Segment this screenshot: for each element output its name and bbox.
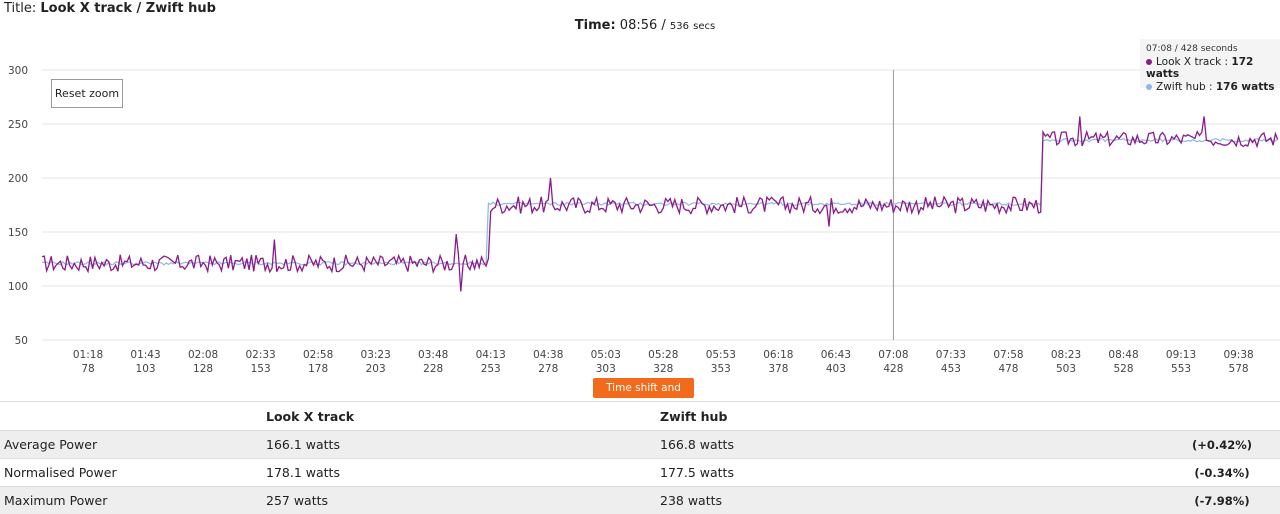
- zwift-dot-icon: [1146, 83, 1152, 90]
- x-tick-time: 04:38: [533, 349, 563, 361]
- x-tick-time: 08:23: [1051, 349, 1081, 361]
- x-tick-sec: 503: [1056, 363, 1076, 375]
- x-tick-sec: 553: [1171, 363, 1191, 375]
- x-tick-sec: 353: [711, 363, 731, 375]
- x-tick-sec: 278: [538, 363, 558, 375]
- tooltip-look-name: Look X track: [1156, 55, 1222, 68]
- stats-header-look: Look X track: [262, 401, 656, 431]
- x-tick-sec: 78: [81, 363, 94, 375]
- x-tick-sec: 578: [1229, 363, 1249, 375]
- x-tick-time: 07:58: [993, 349, 1023, 361]
- stats-header-row: Look X track Zwift hub: [0, 401, 1280, 431]
- x-tick-sec: 478: [998, 363, 1018, 375]
- time-secs: 536: [669, 21, 690, 32]
- y-tick-label: 200: [8, 173, 28, 185]
- x-tick-sec: 328: [653, 363, 673, 375]
- row-label: Normalised Power: [0, 458, 262, 487]
- stats-header-zwift: Zwift hub: [656, 401, 1164, 431]
- stats-header-diff: [1164, 401, 1280, 431]
- x-tick-time: 03:48: [418, 349, 448, 361]
- time-value: 08:56 /: [619, 18, 666, 33]
- row-look-value: 178.1 watts: [262, 458, 656, 487]
- tooltip-row-look: Look X track : 172 watts: [1146, 56, 1280, 81]
- row-look-value: 257 watts: [262, 486, 656, 514]
- row-zwift-value: 238 watts: [656, 486, 1164, 514]
- x-tick-time: 03:23: [361, 349, 391, 361]
- row-label: Average Power: [0, 430, 262, 459]
- tooltip-look-value: 172 watts: [1146, 55, 1254, 81]
- row-label: Maximum Power: [0, 486, 262, 514]
- x-tick-sec: 303: [596, 363, 616, 375]
- x-tick-time: 04:13: [476, 349, 506, 361]
- time-shift-crop-button[interactable]: Time shift and crop: [593, 378, 694, 414]
- tooltip-zwift-name: Zwift hub: [1156, 80, 1206, 93]
- series-line-zwift-hub: [41, 137, 1279, 266]
- x-tick-time: 01:18: [73, 349, 103, 361]
- x-tick-time: 05:53: [706, 349, 736, 361]
- y-tick-label: 300: [8, 65, 28, 77]
- chart-tooltip: 07:08 / 428 seconds Look X track : 172 w…: [1140, 39, 1280, 93]
- x-tick-time: 01:43: [130, 349, 160, 361]
- x-tick-time: 05:03: [591, 349, 621, 361]
- row-diff: (-0.34%): [1164, 458, 1280, 487]
- x-tick-time: 05:28: [648, 349, 678, 361]
- series-line-look-x-track: [41, 116, 1279, 292]
- x-tick-time: 07:33: [936, 349, 966, 361]
- row-zwift-value: 177.5 watts: [656, 458, 1164, 487]
- time-readout: Time: 08:56 / 536 secs: [0, 18, 1280, 33]
- stats-header-blank: [0, 401, 262, 431]
- x-tick-time: 06:43: [821, 349, 851, 361]
- table-row: Average Power 166.1 watts 166.8 watts (+…: [0, 430, 1280, 459]
- x-tick-sec: 253: [481, 363, 501, 375]
- x-tick-sec: 403: [826, 363, 846, 375]
- tooltip-sep: :: [1205, 80, 1216, 93]
- power-chart[interactable]: 50 100 150 200 250 300 01:18 78 01:43 103 02:08 128…: [0, 60, 1280, 380]
- x-tick-sec: 103: [136, 363, 156, 375]
- x-tick-sec: 153: [251, 363, 271, 375]
- x-tick-time: 09:38: [1223, 349, 1253, 361]
- title-value: Look X track / Zwift hub: [40, 1, 216, 16]
- x-tick-sec: 528: [1114, 363, 1134, 375]
- page-title: Title: Look X track / Zwift hub: [4, 1, 216, 16]
- x-tick-time: 02:08: [188, 349, 218, 361]
- tooltip-header: 07:08 / 428 seconds: [1146, 44, 1238, 54]
- x-tick-time: 07:08: [878, 349, 908, 361]
- tooltip-sep: :: [1221, 55, 1232, 68]
- look-dot-icon: [1146, 58, 1152, 65]
- x-tick-time: 02:58: [303, 349, 333, 361]
- x-tick-time: 09:13: [1166, 349, 1196, 361]
- x-tick-sec: 128: [193, 363, 213, 375]
- title-prefix: Title:: [4, 1, 41, 16]
- x-tick-sec: 228: [423, 363, 443, 375]
- tooltip-row-zwift: Zwift hub : 176 watts: [1146, 81, 1280, 94]
- stats-table: Look X track Zwift hub Average Power 166…: [0, 401, 1280, 514]
- y-tick-label: 100: [8, 281, 28, 293]
- y-tick-label: 50: [15, 335, 28, 347]
- time-label: Time:: [574, 18, 616, 33]
- x-tick-sec: 203: [366, 363, 386, 375]
- row-diff: (-7.98%): [1164, 486, 1280, 514]
- time-unit: secs: [693, 21, 716, 32]
- x-tick-sec: 378: [768, 363, 788, 375]
- x-tick-time: 08:48: [1108, 349, 1138, 361]
- x-tick-sec: 178: [308, 363, 328, 375]
- row-diff: (+0.42%): [1164, 430, 1280, 459]
- table-row: Normalised Power 178.1 watts 177.5 watts…: [0, 458, 1280, 487]
- x-tick-time: 06:18: [763, 349, 793, 361]
- row-look-value: 166.1 watts: [262, 430, 656, 459]
- reset-zoom-button[interactable]: Reset zoom: [51, 79, 123, 108]
- y-tick-label: 150: [8, 227, 28, 239]
- tooltip-zwift-value: 176 watts: [1215, 80, 1275, 93]
- x-tick-sec: 453: [941, 363, 961, 375]
- x-tick-sec: 428: [883, 363, 903, 375]
- x-tick-time: 02:33: [245, 349, 275, 361]
- row-zwift-value: 166.8 watts: [656, 430, 1164, 459]
- table-row: Maximum Power 257 watts 238 watts (-7.98…: [0, 486, 1280, 514]
- y-tick-label: 250: [8, 119, 28, 131]
